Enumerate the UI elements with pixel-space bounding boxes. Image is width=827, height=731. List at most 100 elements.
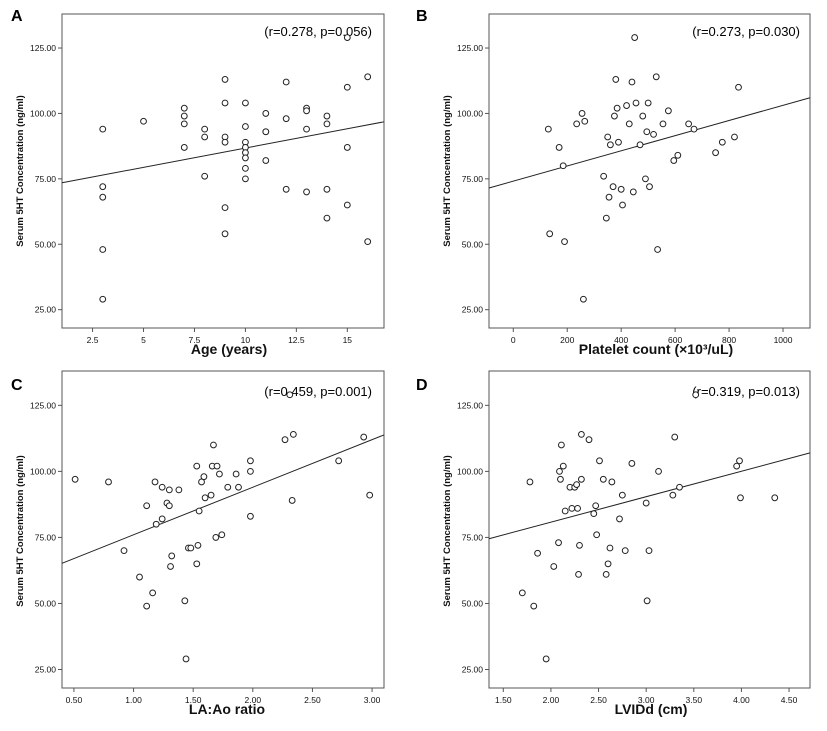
- panel-a: A (r=0.278, p=0.056) Age (years) Serum 5…: [11, 8, 385, 357]
- y-tick-label: 125.00: [457, 400, 483, 410]
- data-point: [621, 547, 629, 555]
- x-tick-label: 7.5: [189, 335, 201, 345]
- data-point: [181, 597, 189, 605]
- data-point: [149, 589, 157, 597]
- data-point: [605, 193, 613, 201]
- x-tick-label: 200: [560, 335, 574, 345]
- data-point: [282, 115, 290, 123]
- data-point: [568, 504, 576, 512]
- data-point: [550, 563, 558, 570]
- data-point: [262, 110, 270, 117]
- data-point: [606, 544, 614, 552]
- data-point: [557, 441, 565, 449]
- data-point: [242, 123, 249, 130]
- y-tick-label: 100.00: [30, 466, 56, 476]
- data-point: [600, 172, 608, 180]
- data-point: [602, 214, 610, 222]
- data-point: [213, 462, 221, 470]
- data-point: [577, 431, 585, 438]
- data-point: [224, 483, 232, 491]
- data-point: [615, 138, 622, 146]
- data-point: [221, 99, 229, 107]
- x-tick-label: 3.50: [686, 695, 703, 705]
- data-point: [242, 99, 249, 107]
- x-tick-label: 3.00: [638, 695, 655, 705]
- plot-frame: [488, 13, 811, 329]
- data-point: [221, 230, 229, 238]
- data-point: [364, 238, 372, 246]
- data-point: [625, 120, 633, 128]
- x-tick-label: 4.00: [733, 695, 750, 705]
- data-point: [619, 201, 626, 209]
- data-point: [221, 138, 229, 146]
- data-point: [556, 467, 563, 475]
- data-point: [242, 154, 249, 162]
- data-point: [628, 460, 636, 467]
- data-point: [99, 125, 107, 133]
- data-point: [585, 436, 593, 444]
- fit-line: [488, 97, 811, 189]
- data-point: [195, 507, 203, 515]
- data-point: [718, 138, 726, 146]
- y-tick-label: 50.00: [35, 239, 57, 249]
- data-point: [676, 483, 683, 491]
- data-point: [360, 433, 368, 441]
- data-point: [343, 144, 351, 151]
- y-tick-label: 25.00: [462, 305, 484, 315]
- data-point: [559, 162, 567, 170]
- data-point: [99, 246, 107, 253]
- data-point: [143, 502, 151, 510]
- x-tick-label: 600: [668, 335, 682, 345]
- data-point: [642, 499, 650, 507]
- plot-frame: [488, 370, 811, 689]
- data-point: [281, 436, 289, 444]
- data-point: [555, 144, 563, 151]
- data-point: [737, 494, 744, 502]
- data-point: [592, 502, 600, 510]
- data-point: [612, 76, 620, 83]
- y-tick-label: 100.00: [457, 108, 483, 118]
- data-point: [165, 486, 173, 494]
- data-point: [642, 175, 649, 183]
- x-tick-label: 2.00: [245, 695, 262, 705]
- fit-line: [61, 121, 385, 184]
- data-point: [366, 491, 374, 499]
- data-point: [143, 602, 151, 610]
- data-point: [599, 475, 607, 483]
- data-point: [364, 73, 372, 81]
- data-point: [577, 475, 585, 483]
- panel-letter: B: [416, 8, 428, 25]
- data-point: [235, 483, 242, 491]
- data-point: [659, 120, 667, 128]
- data-point: [242, 164, 249, 172]
- data-point: [218, 531, 226, 539]
- data-point: [151, 478, 159, 486]
- data-point: [289, 431, 297, 438]
- data-point: [735, 83, 742, 91]
- data-point: [152, 520, 160, 528]
- data-point: [282, 185, 290, 193]
- data-point: [655, 467, 662, 475]
- data-point: [671, 433, 679, 441]
- x-tick-label: 2.50: [304, 695, 321, 705]
- data-point: [105, 478, 112, 486]
- data-point: [669, 491, 677, 499]
- data-point: [165, 502, 173, 510]
- data-point: [182, 655, 190, 663]
- data-point: [303, 107, 310, 115]
- x-tick-label: 4.50: [781, 695, 798, 705]
- x-axis-label: Age (years): [191, 341, 267, 357]
- data-point: [343, 201, 351, 209]
- data-point: [343, 34, 351, 41]
- data-point: [180, 112, 188, 120]
- data-point: [158, 515, 166, 523]
- x-tick-label: 3.00: [364, 695, 381, 705]
- data-point: [542, 655, 550, 663]
- y-tick-label: 50.00: [35, 598, 57, 608]
- y-axis-label: Serum 5HT Concentration (ng/ml): [442, 455, 453, 606]
- data-point: [323, 120, 331, 128]
- data-point: [232, 470, 240, 478]
- data-point: [175, 486, 183, 494]
- y-tick-label: 50.00: [462, 598, 484, 608]
- panel-b: B (r=0.273, p=0.030) Platelet count (×10…: [416, 8, 811, 357]
